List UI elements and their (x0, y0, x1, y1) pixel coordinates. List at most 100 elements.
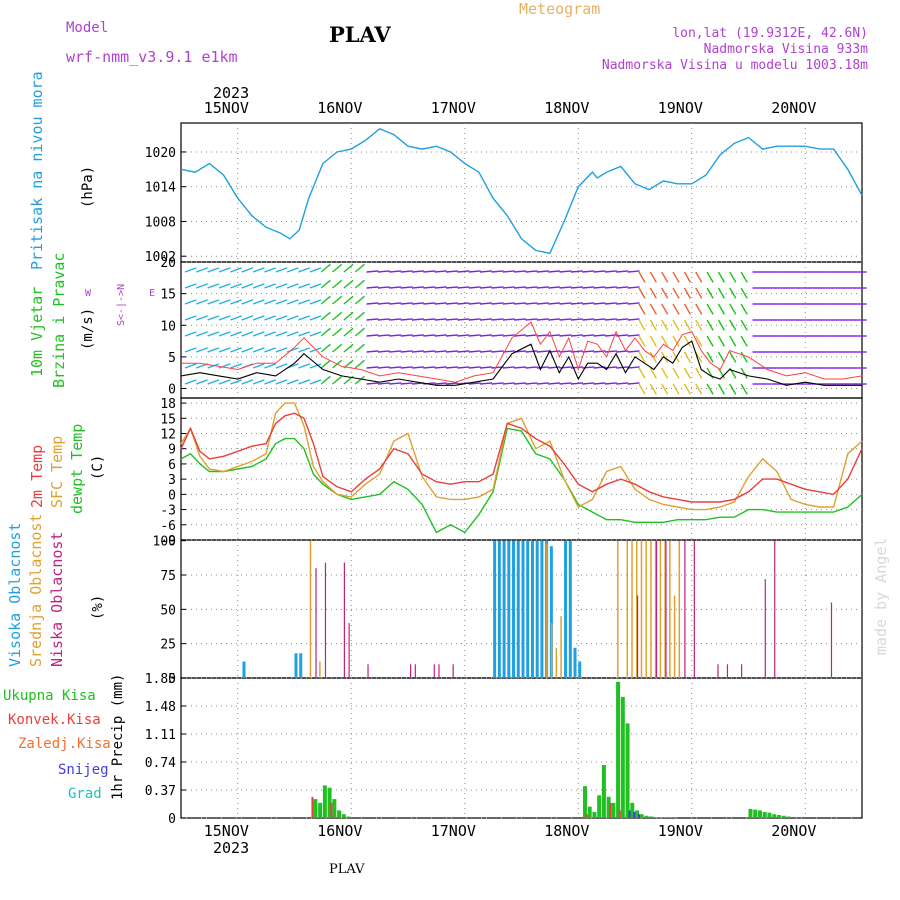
wind-arrow (582, 334, 595, 337)
precip-bar (592, 811, 597, 818)
wind-arrow (389, 334, 402, 337)
cloud-bar (242, 661, 246, 678)
wind-arrow (196, 347, 208, 353)
wind-arrow (309, 299, 322, 305)
cloud-bar (452, 664, 454, 678)
cloud-low-label: Niska Oblacnost (48, 531, 66, 667)
pressure-line (180, 127, 863, 255)
wind-arrow (389, 366, 402, 369)
wind-arrow (649, 383, 657, 395)
wind-arrow (717, 335, 726, 347)
wind-arrow (683, 319, 692, 331)
wind-arrow (264, 331, 276, 337)
wind-arrow (514, 334, 527, 337)
wind-arrow (184, 379, 197, 385)
wind-arrow (207, 283, 220, 289)
wind-arrow (683, 351, 692, 363)
wind-arrow (627, 318, 640, 321)
precip-bar (653, 817, 658, 818)
wind-arrow (559, 318, 572, 321)
cloud-bar (294, 653, 298, 678)
wind-arrow (286, 283, 299, 289)
cloud-bar (636, 540, 638, 678)
legend-conv-precip: Konvek.Kisa (8, 712, 101, 728)
wind-arrow (740, 367, 748, 379)
cloud-bar (650, 540, 652, 678)
bottom-day-label: 15NOV (203, 822, 249, 840)
cloud-bar (493, 540, 497, 678)
wind-arrow (695, 383, 703, 395)
wind-arrow (389, 318, 402, 321)
cloud-bar (433, 664, 435, 678)
wind-arrow (649, 287, 657, 299)
wind-arrow (196, 315, 208, 321)
wind-arrow (672, 303, 680, 315)
wind-arrow (343, 263, 354, 273)
top-day-label: 15NOV (203, 99, 249, 117)
wind-arrow (218, 299, 231, 305)
wind-arrow (457, 318, 470, 321)
wind-arrow (717, 271, 726, 283)
wind-arrow (286, 299, 299, 305)
wind-tick-label: 10 (160, 319, 176, 334)
precip-bar (767, 812, 772, 818)
wind-arrow (672, 287, 680, 299)
wind-arrow (468, 286, 481, 289)
wind-arrow (548, 302, 561, 305)
cloud-tick-label: 0 (168, 672, 176, 687)
altitude-label: Nadmorska Visina 933m (703, 42, 868, 57)
precip-bar (620, 696, 625, 818)
wind-arrow (207, 267, 220, 273)
wind-arrow (706, 287, 714, 299)
wind-arrow (275, 331, 288, 337)
wind-arrow (616, 270, 629, 273)
wind-arrow (309, 379, 322, 385)
wind-arrow (604, 366, 617, 369)
precip-unit: 1hr Precip (mm) (110, 673, 126, 800)
bottom-day-label: 18NOV (544, 822, 590, 840)
cloud-bar (309, 540, 312, 678)
wind-arrow (570, 318, 583, 321)
wind-arrow (230, 267, 242, 273)
wind-arrow (514, 270, 527, 273)
precip-bar (346, 816, 351, 818)
wind-arrow (400, 382, 413, 385)
wind-arrow (548, 270, 561, 273)
wind-arrow (502, 366, 515, 369)
wind-arrow (411, 302, 425, 305)
wind-arrow (207, 379, 220, 385)
wind-arrow (366, 318, 379, 321)
pressure-tick-label: 1002 (145, 250, 176, 265)
wind-arrow (400, 350, 413, 353)
precip-bar (625, 723, 630, 818)
wind-arrow (298, 379, 311, 385)
wind-arrow (275, 379, 288, 385)
cloud-bar (546, 543, 548, 678)
cloud-bar (315, 568, 317, 678)
wind-arrow (627, 382, 640, 385)
wind-arrow (354, 311, 365, 321)
wind-arrow (491, 334, 504, 337)
wind-arrow (582, 366, 595, 369)
wind-arrow (480, 350, 493, 353)
wind-arrow (377, 318, 390, 321)
wind-arrow (332, 263, 343, 273)
precip-tick-label: 0.74 (145, 756, 176, 771)
cloud-bar (367, 664, 369, 678)
legend-snow: Snijeg (58, 762, 109, 778)
wind-arrow (309, 363, 322, 369)
wind-arrow (377, 286, 390, 289)
top-day-label: 17NOV (430, 99, 476, 117)
wind-arrow (354, 343, 365, 353)
compass-west: W (85, 288, 92, 299)
wind-arrow (740, 271, 748, 283)
wind-arrow (468, 302, 481, 305)
wind-arrow (264, 315, 276, 321)
wind-arrow (366, 270, 379, 273)
precip-tick-label: 1.11 (145, 728, 176, 743)
bottom-day-label: 16NOV (317, 822, 363, 840)
cloud-bar (684, 540, 686, 678)
cloud-bar (343, 562, 345, 678)
wind-arrow (706, 303, 714, 315)
